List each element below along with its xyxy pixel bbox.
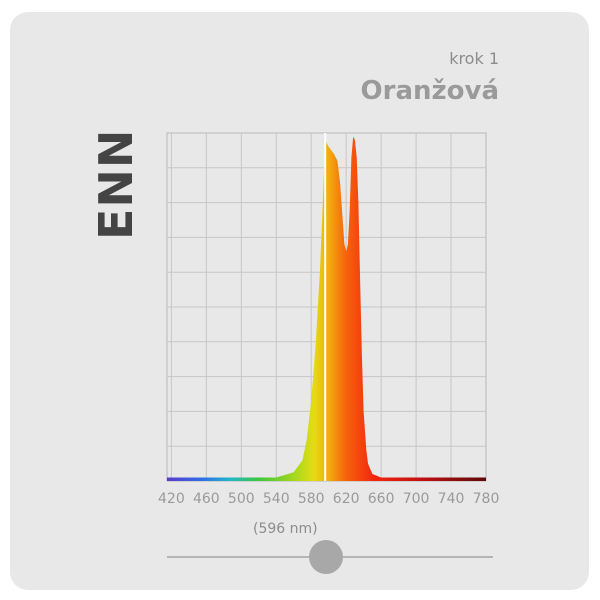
wavelength-slider-thumb[interactable]: [309, 540, 344, 574]
wavelength-readout: (596 nm): [253, 521, 318, 537]
x-tick-label: 660: [368, 491, 395, 507]
x-tick-label: 620: [333, 491, 360, 507]
x-tick-label: 460: [193, 491, 220, 507]
panel-card: [10, 12, 589, 590]
mode-title: Oranžová: [360, 76, 499, 106]
x-axis-ticks: 420 460 500 540 580 620 660 700 740 780: [158, 491, 499, 507]
x-tick-label: 740: [438, 491, 465, 507]
x-tick-label: 500: [228, 491, 255, 507]
x-tick-label: 540: [263, 491, 290, 507]
x-tick-label: 580: [298, 491, 325, 507]
spectrum-area: [167, 136, 486, 481]
x-tick-label: 780: [473, 491, 500, 507]
x-tick-label: 420: [158, 491, 185, 507]
x-tick-label: 700: [403, 491, 430, 507]
step-label: krok 1: [449, 49, 499, 68]
